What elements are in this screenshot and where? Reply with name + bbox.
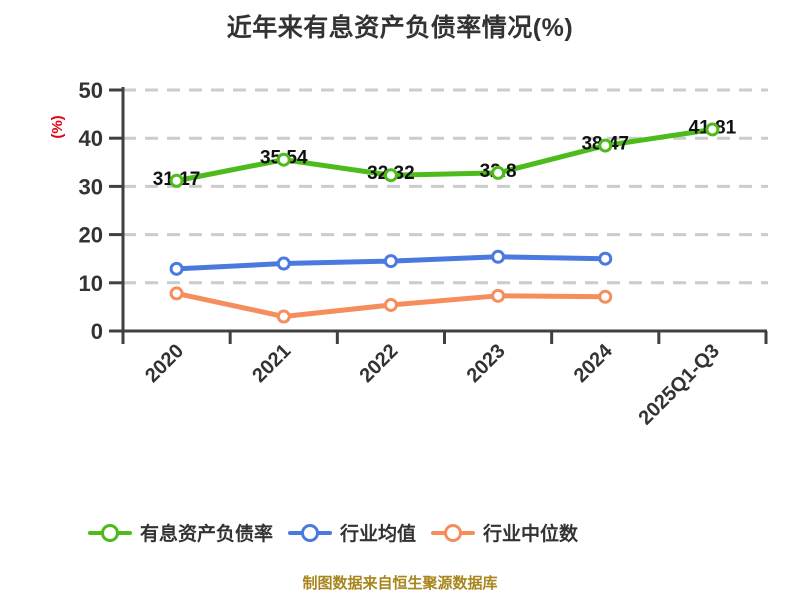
series-line [174,126,715,184]
x-tick-label: 2023 [463,340,510,387]
y-tick-label: 20 [79,223,103,248]
data-point-marker [598,251,613,266]
data-point-marker [276,256,291,271]
y-axis-unit-label: (%) [49,115,66,138]
legend-dot-icon [101,523,119,542]
data-point-marker [169,286,184,301]
data-point-marker [705,122,720,137]
legend-label: 行业中位数 [483,524,579,545]
legend-line-marker-orange [431,523,476,542]
x-tick-label: 2021 [248,340,295,387]
legend-dot-icon [301,523,320,542]
x-tick-label: 2024 [570,339,618,387]
x-tick-label: 2020 [141,340,188,387]
legend: 有息资产负债率 行业均值 行业中位数 [88,519,748,546]
data-point-marker [169,173,184,188]
data-point-marker [598,289,613,304]
data-point-marker [383,297,398,312]
x-tick-label: 2022 [355,340,402,387]
data-point-marker [491,288,506,303]
y-tick-label: 10 [79,271,103,296]
data-point-marker [598,138,613,153]
x-tick-label: 2025Q1-Q3 [634,340,723,429]
legend-item-interest-bearing-ratio: 有息资产负债率 [88,519,273,546]
data-point-marker [383,254,398,269]
y-tick-label: 50 [79,78,103,103]
axes [121,87,767,333]
legend-label: 行业均值 [340,524,417,545]
legend-label: 有息资产负债率 [140,524,274,545]
legend-line-marker-blue [288,523,333,542]
data-point-marker [491,249,506,264]
data-source-note: 制图数据来自恒生聚源数据库 [302,575,498,592]
data-point-marker [383,168,398,183]
y-tick-label: 40 [79,126,103,151]
legend-item-industry-median: 行业中位数 [431,519,578,546]
data-point-marker [276,309,291,324]
legend-dot-icon [444,523,463,542]
data-point-marker [276,152,291,167]
data-point-marker [491,165,506,180]
legend-line-marker-green [88,523,132,542]
legend-item-industry-average: 行业均值 [288,519,416,546]
chart-title: 近年来有息资产负债率情况(%) [226,14,574,42]
data-point-marker [169,261,184,276]
y-tick-label: 0 [91,319,103,344]
y-tick-label: 30 [79,174,103,199]
